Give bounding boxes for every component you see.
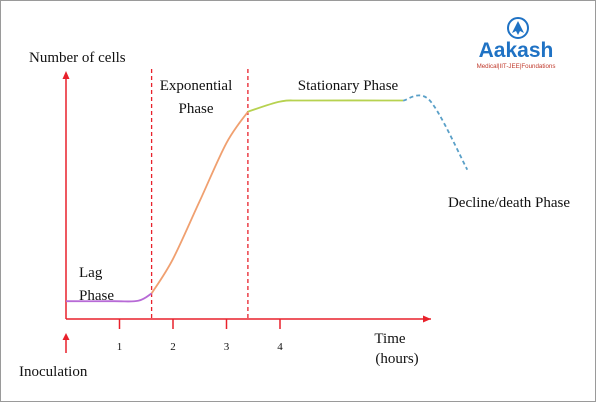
logo-emblem-icon — [507, 17, 529, 39]
logo-emblem-mark-icon — [512, 21, 524, 35]
lag-phase-label-line-1: Lag — [79, 265, 103, 281]
aakash-logo: Aakash Medical|IIT-JEE|Foundations — [477, 17, 556, 70]
logo-wordmark: Aakash — [479, 39, 554, 62]
logo-tagline: Medical|IIT-JEE|Foundations — [477, 63, 556, 70]
x-axis-label-line-1: Time — [374, 331, 405, 347]
y-axis-label: Number of cells — [29, 50, 126, 66]
x-tick-label: 2 — [170, 341, 176, 353]
stationary-phase-curve — [247, 99, 404, 113]
x-tick-label: 3 — [224, 341, 230, 353]
x-axis-arrow-icon — [423, 315, 431, 323]
exponential-phase-label-line-2: Phase — [179, 101, 214, 117]
decline-phase-label: Decline/death Phase — [448, 195, 570, 211]
x-axis-label-line-2: (hours) — [375, 351, 418, 367]
plot-area: 1 2 3 4 — [62, 69, 469, 353]
stationary-phase-label: Stationary Phase — [298, 78, 399, 94]
decline-death-phase-curve — [402, 94, 469, 171]
lag-phase-curve — [65, 292, 153, 303]
x-tick-label: 4 — [277, 341, 283, 353]
exponential-phase-curve — [150, 111, 249, 294]
exponential-phase-label-line-1: Exponential — [160, 78, 232, 94]
inoculation-label: Inoculation — [19, 364, 88, 380]
x-tick-label: 1 — [117, 341, 123, 353]
inoculation-arrow-icon — [62, 333, 70, 340]
lag-phase-label-line-2: Phase — [79, 288, 114, 304]
y-axis-arrow-icon — [62, 71, 70, 79]
